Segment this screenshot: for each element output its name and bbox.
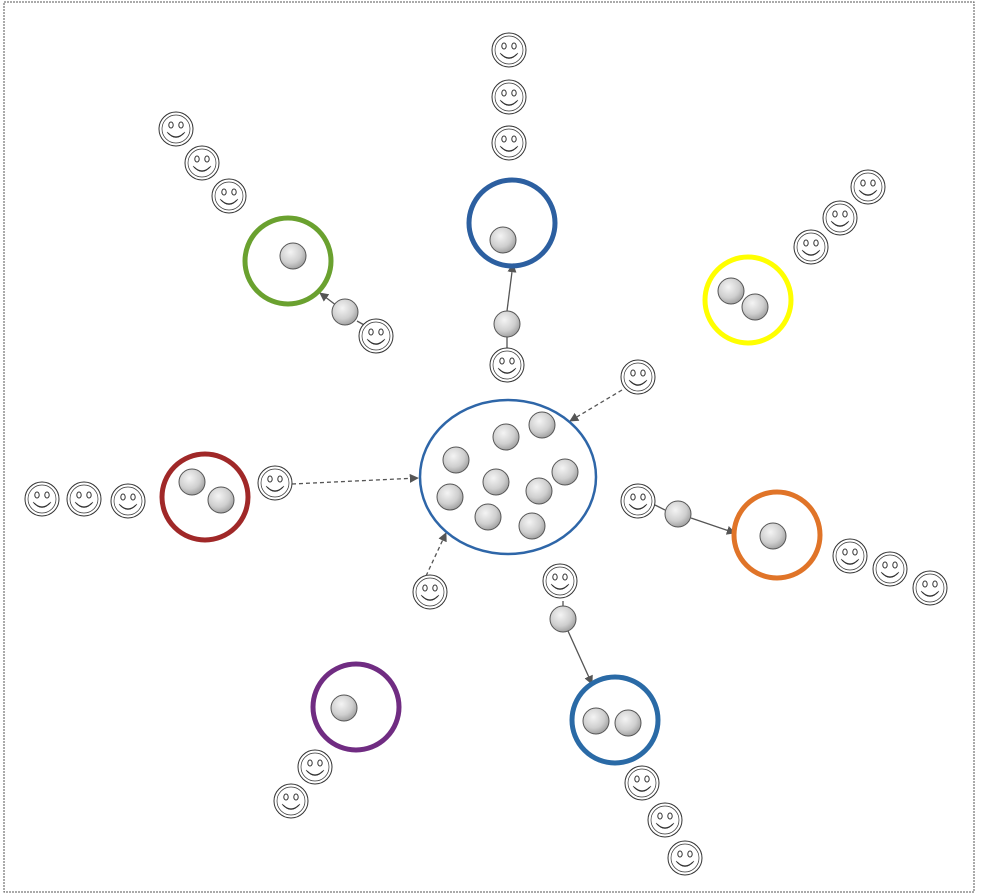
member-balls bbox=[178, 226, 787, 737]
dashed-arrow bbox=[291, 473, 419, 485]
smiley-face-icon bbox=[297, 749, 333, 785]
hub-member-ball bbox=[436, 483, 464, 511]
smiley-face-icon bbox=[620, 483, 656, 519]
join-arrow bbox=[506, 263, 517, 312]
cluster-rings bbox=[159, 177, 823, 766]
smiley-face-icon bbox=[184, 145, 220, 181]
smiley-face-icon bbox=[667, 840, 703, 876]
joining-ball bbox=[549, 605, 577, 633]
hub-member-ball bbox=[525, 477, 553, 505]
smiley-face-icon bbox=[24, 481, 60, 517]
smiley-face-icon bbox=[358, 318, 394, 354]
smiley-face-icon bbox=[912, 570, 948, 606]
smiley-face-icon bbox=[412, 574, 448, 610]
smiley-face-icon bbox=[872, 551, 908, 587]
smiley-face-icon bbox=[850, 169, 886, 205]
joining-ball bbox=[331, 298, 359, 326]
yellow-cluster-ring bbox=[702, 254, 794, 346]
hub-member-ball bbox=[482, 468, 510, 496]
joining-ball bbox=[664, 500, 692, 528]
red-member-ball bbox=[207, 486, 235, 514]
yellow-member-ball bbox=[741, 293, 769, 321]
blue-top-member-ball bbox=[489, 226, 517, 254]
smiley-face-icon bbox=[542, 563, 578, 599]
smiley-face-icon bbox=[832, 538, 868, 574]
green-cluster-ring bbox=[242, 215, 334, 307]
smiley-face-icon bbox=[491, 32, 527, 68]
smiley-face-icon bbox=[66, 481, 102, 517]
orange-cluster-ring bbox=[731, 489, 823, 581]
smiley-face-icon bbox=[624, 765, 660, 801]
orange-member-ball bbox=[759, 522, 787, 550]
connector-line bbox=[654, 504, 666, 511]
smiley-face-icon bbox=[822, 200, 858, 236]
green-member-ball bbox=[279, 242, 307, 270]
join-arrow bbox=[567, 630, 593, 685]
smiley-face-icon bbox=[491, 79, 527, 115]
smiley-face-icon bbox=[158, 111, 194, 147]
hub-member-ball bbox=[492, 423, 520, 451]
smiley-face-icon bbox=[110, 483, 146, 519]
red-cluster-ring bbox=[159, 451, 251, 543]
hub-member-ball bbox=[551, 458, 579, 486]
red-member-ball bbox=[178, 468, 206, 496]
dashed-arrow bbox=[569, 389, 623, 422]
smiley-face-icon bbox=[273, 783, 309, 819]
smiley-face-icon bbox=[647, 802, 683, 838]
dashed-arrow bbox=[425, 532, 447, 577]
purple-cluster-ring bbox=[310, 661, 402, 753]
hub-member-ball bbox=[442, 446, 470, 474]
blue-bottom-member-ball bbox=[614, 709, 642, 737]
smiley-face-icon bbox=[211, 178, 247, 214]
diagram-frame bbox=[3, 1, 975, 893]
joining-ball bbox=[493, 310, 521, 338]
smiley-face-icon bbox=[793, 229, 829, 265]
hub-member-ball bbox=[518, 512, 546, 540]
hub-cluster-ring bbox=[418, 398, 598, 556]
hub-member-ball bbox=[474, 503, 502, 531]
purple-member-ball bbox=[330, 694, 358, 722]
blue-bottom-member-ball bbox=[582, 707, 610, 735]
join-arrow bbox=[690, 517, 736, 535]
smiley-face-icon bbox=[489, 347, 525, 383]
connections bbox=[291, 263, 736, 685]
smiley-face-icon bbox=[491, 125, 527, 161]
blue-top-cluster-ring bbox=[466, 177, 558, 269]
blue-bottom-cluster-ring bbox=[569, 674, 661, 766]
people-icons bbox=[24, 32, 948, 876]
hub-member-ball bbox=[528, 411, 556, 439]
smiley-face-icon bbox=[620, 359, 656, 395]
yellow-member-ball bbox=[717, 277, 745, 305]
smiley-face-icon bbox=[257, 465, 293, 501]
